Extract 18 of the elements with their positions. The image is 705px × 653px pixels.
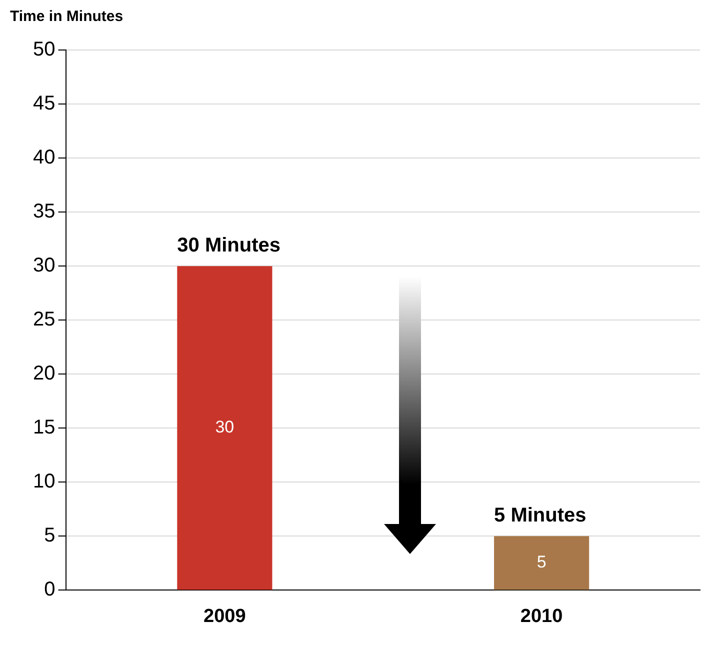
y-tick-label: 40 (32, 146, 56, 169)
y-tick-label: 5 (44, 524, 56, 547)
y-tick-label: 0 (44, 578, 56, 601)
annotation: 30 Minutes (177, 234, 281, 257)
y-tick-label: 35 (32, 200, 56, 223)
y-axis-title: Time in Minutes (10, 8, 124, 25)
y-tick-label: 50 (32, 38, 56, 61)
y-tick-label: 15 (32, 416, 56, 439)
data-label: 30 (215, 418, 234, 437)
y-tick-label: 20 (32, 362, 56, 385)
y-tick-label: 10 (32, 470, 56, 493)
data-label: 5 (536, 552, 546, 572)
y-tick-label: 30 (32, 254, 56, 277)
annotation: 5 Minutes (494, 504, 586, 527)
x-tick-label: 2009 (204, 606, 246, 627)
y-tick-label: 25 (32, 308, 56, 331)
x-tick-label: 2010 (520, 606, 563, 627)
y-tick-label: 45 (32, 92, 56, 115)
